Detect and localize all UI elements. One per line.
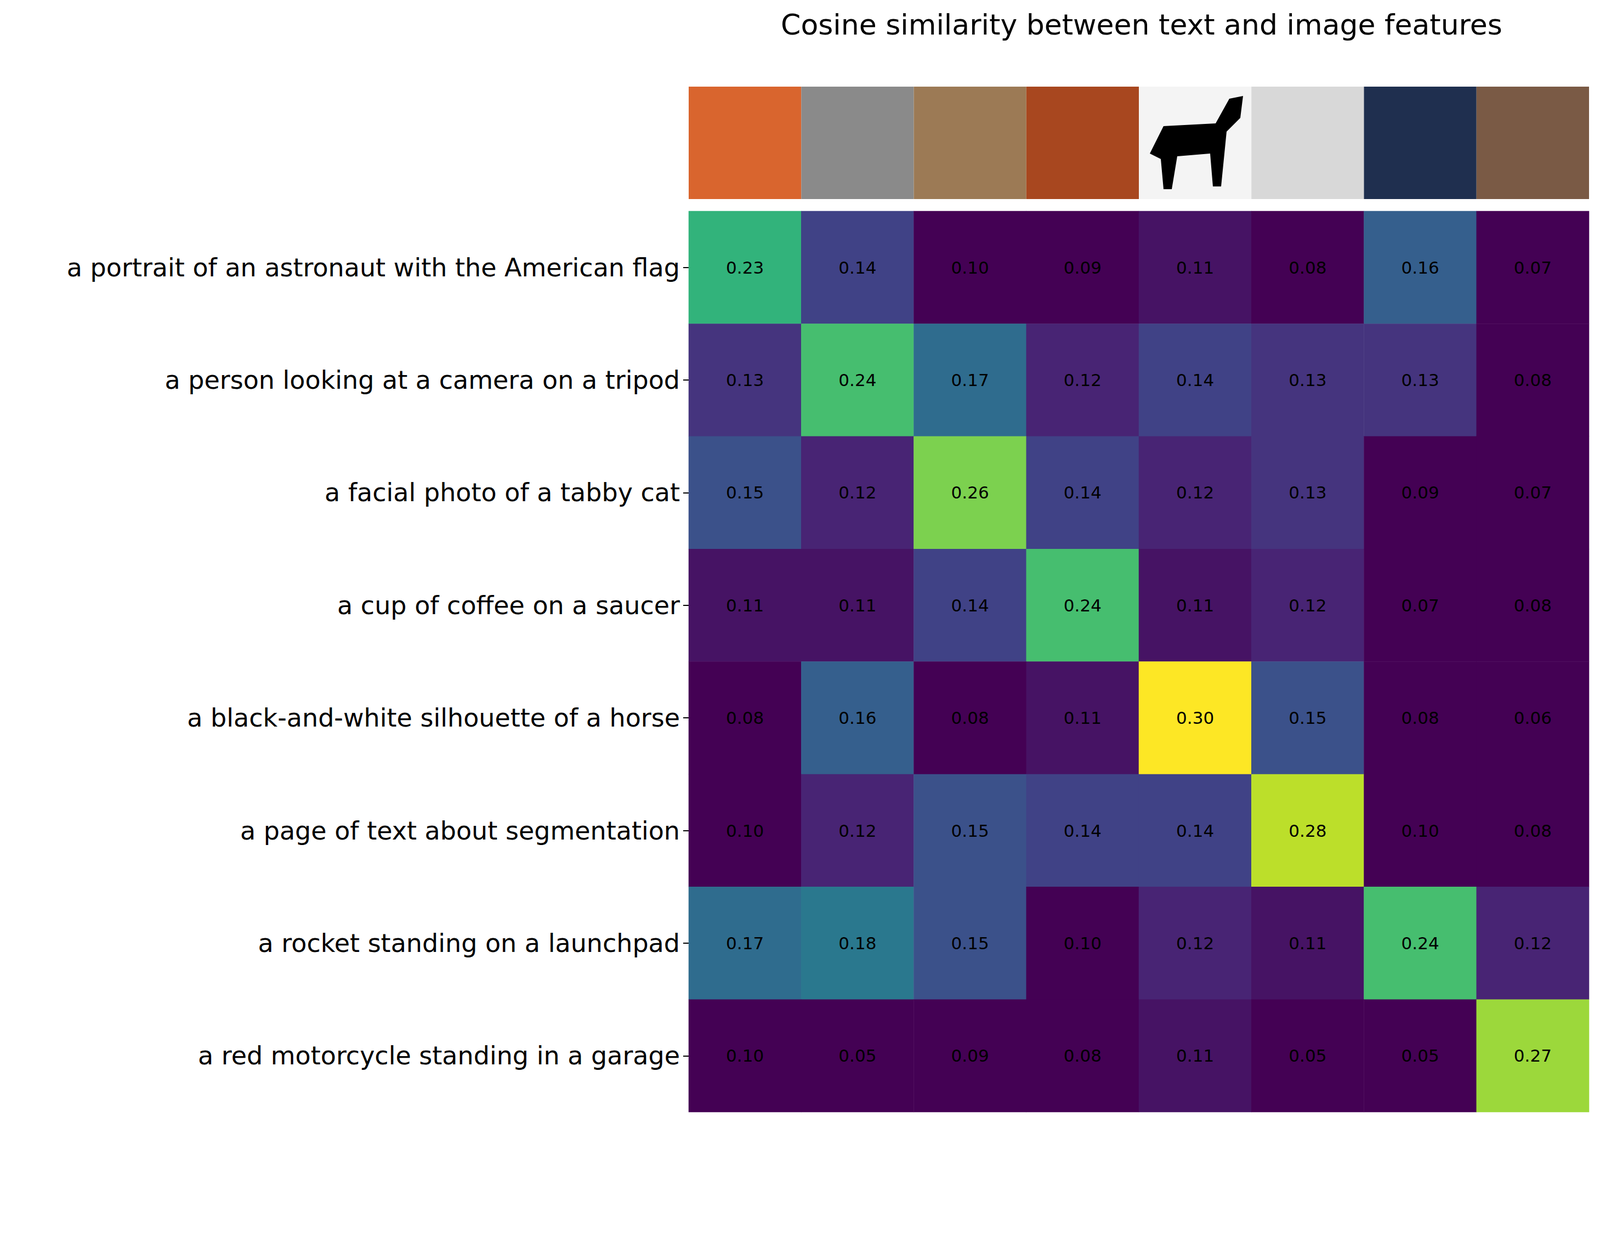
svg-text:0.26: 0.26: [951, 482, 990, 503]
svg-text:0.08: 0.08: [1513, 595, 1552, 616]
svg-text:a rocket standing on a launchp: a rocket standing on a launchpad: [258, 928, 680, 958]
svg-text:0.12: 0.12: [838, 820, 877, 841]
svg-text:0.10: 0.10: [725, 820, 764, 841]
svg-text:0.08: 0.08: [1513, 820, 1552, 841]
svg-text:0.09: 0.09: [1401, 482, 1440, 503]
svg-text:0.12: 0.12: [1176, 482, 1214, 503]
svg-text:0.05: 0.05: [838, 1045, 877, 1066]
svg-text:0.10: 0.10: [1063, 933, 1102, 953]
svg-text:0.18: 0.18: [838, 933, 877, 953]
svg-text:0.23: 0.23: [725, 257, 764, 278]
svg-text:Cosine similarity between text: Cosine similarity between text and image…: [780, 8, 1503, 42]
svg-text:a red motorcycle standing in a: a red motorcycle standing in a garage: [197, 1040, 680, 1071]
svg-text:0.30: 0.30: [1176, 707, 1214, 728]
svg-text:0.28: 0.28: [1288, 820, 1327, 841]
svg-text:0.10: 0.10: [725, 1045, 764, 1066]
svg-text:0.10: 0.10: [951, 257, 990, 278]
svg-text:0.15: 0.15: [951, 933, 990, 953]
svg-text:a portrait of an astronaut wit: a portrait of an astronaut with the Amer…: [66, 252, 680, 283]
svg-text:0.12: 0.12: [838, 482, 877, 503]
svg-text:0.14: 0.14: [951, 595, 990, 616]
svg-text:0.13: 0.13: [1401, 370, 1440, 390]
svg-text:0.07: 0.07: [1513, 257, 1552, 278]
svg-text:0.14: 0.14: [1176, 820, 1214, 841]
svg-text:0.12: 0.12: [1176, 933, 1214, 953]
svg-text:0.17: 0.17: [725, 933, 764, 953]
svg-text:0.08: 0.08: [1513, 370, 1552, 390]
svg-text:0.08: 0.08: [951, 707, 990, 728]
svg-text:0.11: 0.11: [838, 595, 877, 616]
svg-text:0.16: 0.16: [1401, 257, 1440, 278]
svg-text:0.15: 0.15: [1288, 707, 1327, 728]
svg-text:0.12: 0.12: [1513, 933, 1552, 953]
svg-text:0.24: 0.24: [1401, 933, 1440, 953]
svg-text:0.09: 0.09: [951, 1045, 990, 1066]
svg-text:0.07: 0.07: [1513, 482, 1552, 503]
svg-text:a person looking at a camera o: a person looking at a camera on a tripod: [164, 365, 680, 395]
svg-text:0.11: 0.11: [1176, 1045, 1214, 1066]
svg-text:0.08: 0.08: [725, 707, 764, 728]
svg-text:0.08: 0.08: [1401, 707, 1440, 728]
svg-text:0.11: 0.11: [1176, 595, 1214, 616]
svg-text:0.13: 0.13: [725, 370, 764, 390]
svg-text:0.06: 0.06: [1513, 707, 1552, 728]
svg-text:0.24: 0.24: [1063, 595, 1102, 616]
svg-text:0.24: 0.24: [838, 370, 877, 390]
svg-text:0.11: 0.11: [1176, 257, 1214, 278]
svg-text:0.13: 0.13: [1288, 482, 1327, 503]
svg-text:0.09: 0.09: [1063, 257, 1102, 278]
svg-text:0.10: 0.10: [1401, 820, 1440, 841]
svg-text:0.05: 0.05: [1288, 1045, 1327, 1066]
svg-text:0.15: 0.15: [951, 820, 990, 841]
svg-text:0.12: 0.12: [1288, 595, 1327, 616]
svg-text:a page of text about segmentat: a page of text about segmentation: [240, 815, 680, 846]
svg-text:0.27: 0.27: [1513, 1045, 1552, 1066]
svg-text:0.11: 0.11: [1288, 933, 1327, 953]
svg-text:0.08: 0.08: [1288, 257, 1327, 278]
svg-text:0.05: 0.05: [1401, 1045, 1440, 1066]
svg-text:0.07: 0.07: [1401, 595, 1440, 616]
svg-text:0.14: 0.14: [1176, 370, 1214, 390]
svg-text:0.15: 0.15: [725, 482, 764, 503]
svg-text:0.08: 0.08: [1063, 1045, 1102, 1066]
svg-text:0.14: 0.14: [1063, 820, 1102, 841]
svg-text:a facial photo of a tabby cat: a facial photo of a tabby cat: [324, 477, 680, 508]
svg-text:a cup of coffee on a saucer: a cup of coffee on a saucer: [337, 590, 680, 621]
svg-text:0.14: 0.14: [1063, 482, 1102, 503]
svg-text:a black-and-white silhouette o: a black-and-white silhouette of a horse: [186, 702, 680, 733]
svg-text:0.12: 0.12: [1063, 370, 1102, 390]
svg-text:0.13: 0.13: [1288, 370, 1327, 390]
svg-text:0.16: 0.16: [838, 707, 877, 728]
svg-text:0.14: 0.14: [838, 257, 877, 278]
svg-text:0.11: 0.11: [725, 595, 764, 616]
svg-text:0.17: 0.17: [951, 370, 990, 390]
svg-text:0.11: 0.11: [1063, 707, 1102, 728]
